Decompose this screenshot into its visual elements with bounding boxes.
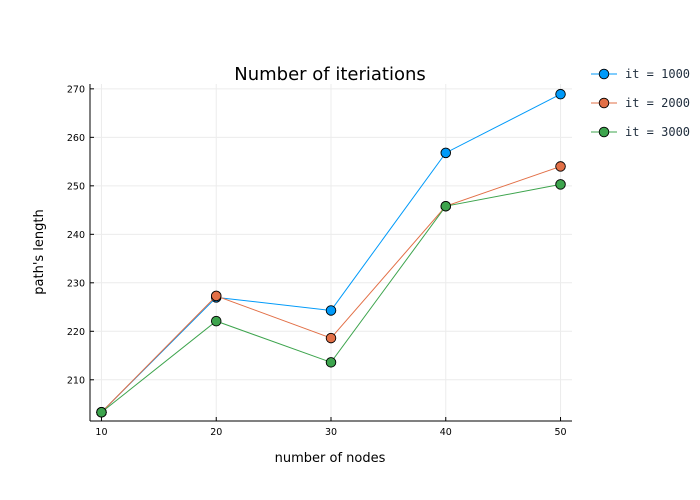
legend-label: it = 1000 bbox=[625, 67, 690, 81]
data-point bbox=[555, 179, 566, 190]
legend-label: it = 3000 bbox=[625, 125, 690, 139]
y-tick-label: 260 bbox=[67, 133, 85, 144]
y-tick-label: 230 bbox=[67, 278, 85, 289]
data-point bbox=[325, 357, 337, 368]
legend: it = 1000 it = 2000 it = 3000 bbox=[591, 67, 690, 139]
legend-item: it = 1000 bbox=[591, 67, 690, 81]
x-axis-label: number of nodes bbox=[275, 451, 386, 466]
legend-swatch-marker bbox=[598, 126, 610, 138]
series-group bbox=[96, 88, 566, 418]
data-point bbox=[440, 147, 452, 159]
series-3 bbox=[96, 179, 566, 418]
legend-item: it = 2000 bbox=[591, 96, 690, 110]
legend-swatch-marker bbox=[598, 68, 610, 80]
grid bbox=[90, 84, 572, 421]
data-point bbox=[555, 88, 566, 100]
y-tick-label: 250 bbox=[67, 181, 85, 192]
data-point bbox=[440, 200, 452, 212]
chart-title: Number of iteriations bbox=[234, 64, 426, 85]
x-tick-label: 50 bbox=[554, 427, 566, 438]
axes: 10 20 30 40 50 210 220 230 240 250 260 270 bbox=[67, 84, 572, 438]
data-point bbox=[555, 161, 566, 172]
data-point bbox=[210, 290, 222, 302]
y-tick-label: 210 bbox=[67, 375, 85, 386]
legend-swatch-marker bbox=[598, 97, 610, 109]
data-point bbox=[325, 305, 337, 316]
data-point bbox=[325, 332, 337, 344]
legend-item: it = 3000 bbox=[591, 125, 690, 139]
y-tick-label: 220 bbox=[67, 327, 85, 338]
y-tick-label: 270 bbox=[67, 84, 85, 95]
legend-label: it = 2000 bbox=[625, 96, 690, 110]
y-axis-label: path's length bbox=[32, 209, 47, 294]
x-tick-label: 10 bbox=[95, 427, 107, 438]
x-tick-label: 20 bbox=[210, 427, 222, 438]
data-point bbox=[96, 407, 107, 418]
x-tick-label: 30 bbox=[325, 427, 337, 438]
y-tick-label: 240 bbox=[67, 230, 85, 241]
x-tick-label: 40 bbox=[440, 427, 452, 438]
data-point bbox=[210, 315, 222, 327]
